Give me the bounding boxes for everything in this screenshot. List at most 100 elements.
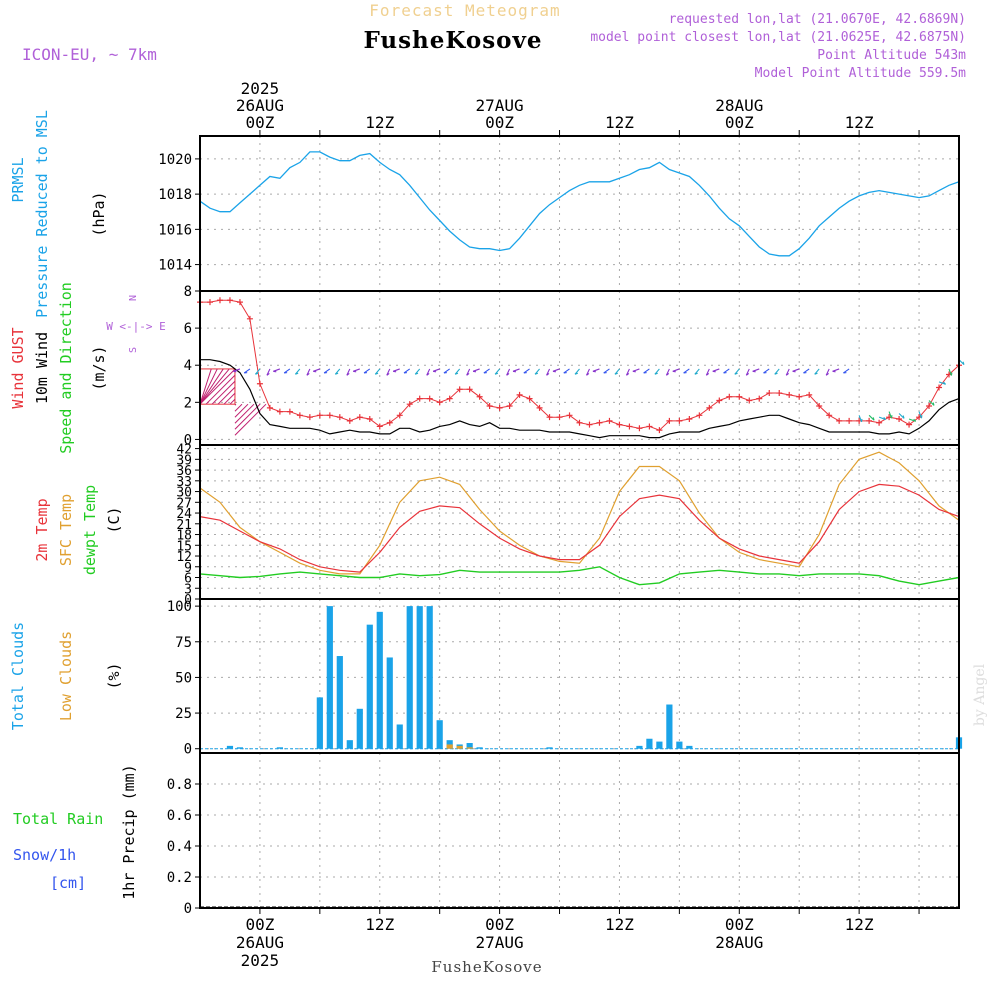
gust-marker [306, 414, 313, 421]
clouds-label-2: Low Clouds [57, 631, 75, 721]
wind-direction-arrow [466, 368, 471, 376]
wind-arrow-head [386, 373, 390, 376]
low-cloud-bar [446, 744, 453, 749]
hatch-line [229, 398, 236, 405]
gust-marker [346, 417, 353, 424]
total-cloud-bar [386, 657, 393, 749]
pressure-ytick-label: 1018 [158, 187, 192, 203]
hatch-line [217, 386, 236, 405]
wind-direction-arrow [672, 368, 680, 372]
wind-direction-arrow [785, 368, 790, 376]
wind-ytick-label: 2 [184, 395, 192, 411]
temperature-ytick-label: 6 [184, 572, 192, 587]
gust-marker [806, 391, 813, 398]
temperature-ytick-label: 21 [176, 518, 192, 533]
temperature-ytick-label: 18 [176, 529, 192, 544]
snow-label: Snow/1h [13, 846, 76, 864]
gust-marker [596, 419, 603, 426]
wind-direction-arrow [928, 400, 935, 406]
total-cloud-bar [426, 606, 433, 749]
wind-direction-arrow [888, 411, 893, 419]
total-cloud-bar [656, 741, 663, 749]
bottom-time-label: 00Z [485, 915, 514, 934]
total-cloud-bar [546, 747, 553, 749]
total-cloud-bar [226, 745, 234, 749]
wind-direction-arrow [386, 368, 391, 376]
wind-direction-arrow [694, 368, 700, 375]
wind-direction-arrow [625, 368, 630, 376]
wind-label-2: 10m Wind [33, 332, 51, 404]
gust-marker [896, 416, 903, 423]
footer-station: FusheKosove [431, 958, 542, 976]
gust-marker [476, 393, 483, 400]
precip-ytick-label: 0.8 [167, 777, 192, 793]
wind-arrow-head [574, 372, 578, 375]
gust-marker [426, 395, 433, 402]
wind-direction-arrow [948, 368, 952, 376]
wind-arrow-head [943, 381, 947, 385]
wind-direction-arrow [814, 368, 820, 375]
gust-marker [756, 395, 763, 402]
gust-marker [746, 397, 753, 404]
gust-marker [466, 386, 473, 393]
wind-direction-arrow [803, 368, 810, 374]
wind-arrow-head [825, 373, 829, 376]
wind-units: (m/s) [90, 345, 108, 390]
wind-arrow-head [626, 373, 630, 376]
wind-direction-arrow [426, 368, 431, 376]
gust-marker [866, 417, 873, 424]
gust-marker [606, 417, 613, 424]
gust-marker [796, 393, 803, 400]
wind-direction-arrow [723, 368, 730, 374]
pressure-ytick-label: 1016 [158, 222, 192, 238]
total-cloud-bar [366, 624, 373, 749]
wind-arrow-head [346, 373, 350, 376]
total-cloud-bar [406, 606, 413, 749]
hatch-line [234, 403, 243, 412]
top-time-label: 2025 [241, 79, 280, 98]
requested-point: requested lon,lat (21.0670E, 42.6869N) [669, 12, 966, 27]
wind-arrow-head [932, 402, 935, 406]
wind-arrow-head [415, 372, 419, 375]
total-cloud-bar [666, 704, 673, 749]
compass-we: W <-|-> E [106, 320, 166, 333]
total-cloud-bar [326, 606, 333, 749]
hatch-line [223, 392, 236, 405]
wind-ytick-label: 8 [184, 284, 192, 300]
pressure-ytick-label: 1020 [158, 152, 192, 168]
gust-marker [276, 408, 283, 415]
gust-marker [876, 419, 883, 426]
precip-units: 1hr Precip (mm) [120, 764, 138, 899]
dewpt-line [199, 566, 960, 586]
gust-marker [326, 412, 333, 419]
compass-s: S [128, 347, 139, 353]
gust-marker [206, 299, 213, 306]
wind-direction-arrow [552, 368, 560, 372]
top-time-label: 00Z [485, 113, 514, 132]
bottom-time-label: 2025 [241, 951, 280, 970]
temperature-ytick-label: 27 [176, 496, 192, 511]
gust-marker [716, 397, 723, 404]
wind-direction-arrow [414, 368, 421, 375]
bottom-time-label: 27AUG [476, 933, 524, 952]
wind-direction-arrow [614, 368, 620, 375]
wind-direction-arrow [603, 368, 610, 374]
wind-direction-arrow [908, 418, 916, 422]
wind-label-1: Wind GUST [9, 327, 27, 408]
wind-arrow-head [426, 373, 430, 376]
compass-n: N [128, 295, 139, 301]
hatch-line [199, 368, 224, 405]
pressure-line [199, 151, 960, 257]
wind-direction-arrow [643, 368, 650, 374]
gust-marker [266, 404, 273, 411]
wind-arrow-head [255, 372, 259, 375]
gust-marker [626, 423, 633, 430]
total-cloud-bar [676, 741, 683, 749]
gust-marker [336, 414, 343, 421]
gust-marker [356, 414, 363, 421]
gust-marker [556, 414, 563, 421]
gust-marker [496, 404, 503, 411]
wind-direction-arrow [918, 411, 922, 419]
clouds-label-1: Total Clouds [9, 622, 27, 730]
